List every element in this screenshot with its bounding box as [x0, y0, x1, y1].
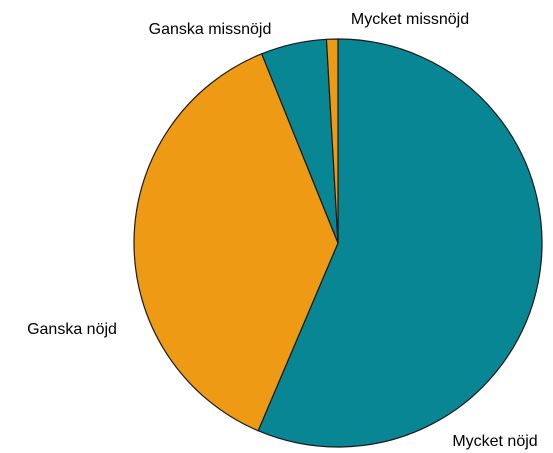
slice-label: Ganska missnöjd	[149, 21, 272, 38]
pie-slice	[257, 38, 543, 448]
pie-slice	[325, 38, 339, 244]
slice-label: Ganska nöjd	[27, 321, 117, 338]
pie-slice	[133, 53, 339, 432]
slice-label: Mycket missnöjd	[351, 11, 469, 28]
slice-label: Mycket nöjd	[452, 433, 537, 450]
